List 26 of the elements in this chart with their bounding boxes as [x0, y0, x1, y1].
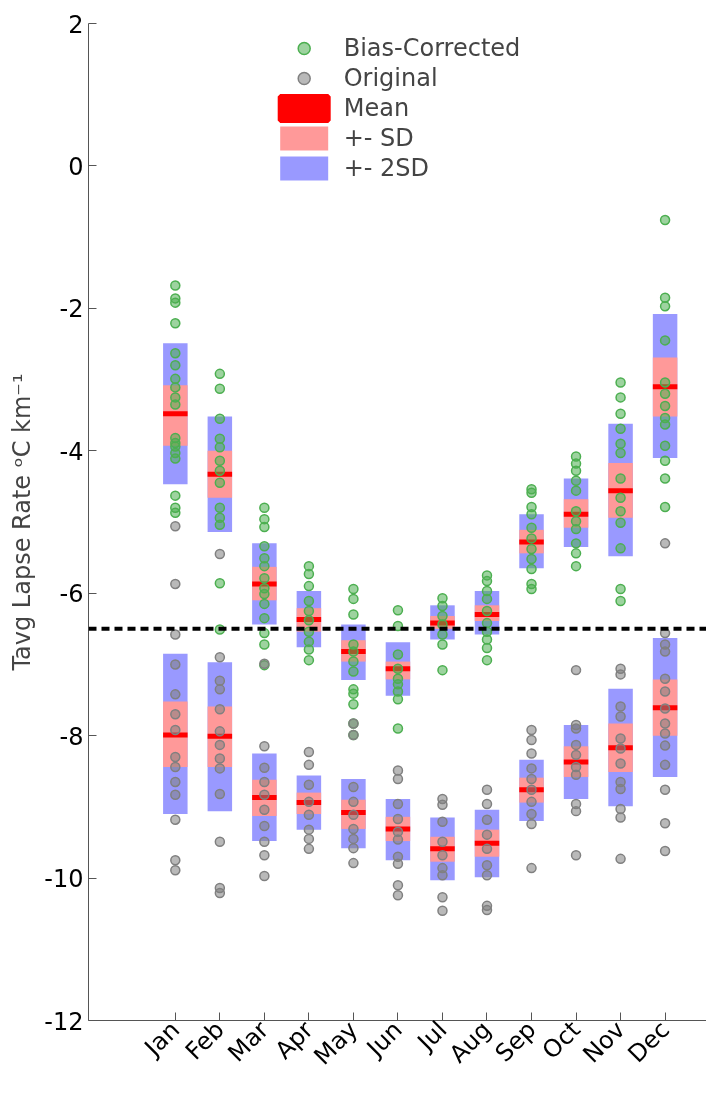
y-tick-label: -6	[59, 580, 84, 609]
x-tick-label: Jan	[137, 1015, 186, 1063]
y-tick-label: -4	[59, 437, 84, 466]
y-tick-label: -8	[59, 722, 84, 751]
y-tick-label: -10	[44, 865, 84, 894]
bar	[163, 701, 188, 767]
x-tick-label: Mar	[222, 1015, 275, 1068]
legend-label: +- SD	[343, 124, 414, 152]
x-tick-label: Jul	[410, 1015, 453, 1058]
y-tick-label: 2	[68, 10, 84, 39]
bar	[652, 679, 678, 736]
bar	[608, 723, 633, 772]
legend-label: Bias-Corrected	[343, 34, 521, 62]
legend-label: Original	[343, 64, 438, 92]
legend-label: +- 2SD	[343, 154, 430, 182]
x-tick-label: Dec	[622, 1015, 675, 1069]
y-tick-label: -12	[44, 1007, 84, 1036]
bar	[207, 450, 233, 498]
bar	[652, 357, 678, 417]
y-tick-label: -2	[59, 295, 84, 324]
bar	[163, 385, 188, 446]
y-tick-label: 0	[68, 152, 84, 181]
bar	[608, 462, 633, 518]
legend-label: Mean	[343, 94, 410, 122]
x-tick-label: Jun	[360, 1015, 408, 1064]
y-axis-title: Tavg Lapse Rate ᵒC km⁻¹	[8, 373, 37, 672]
